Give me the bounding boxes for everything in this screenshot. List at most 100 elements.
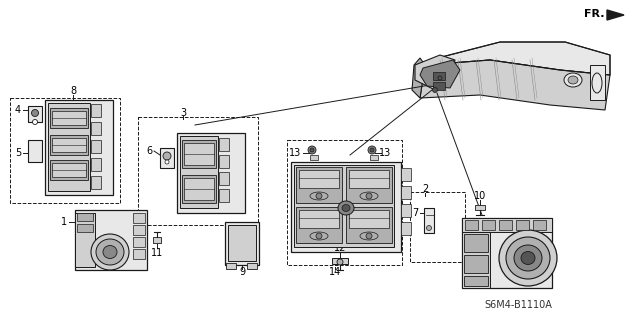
- Ellipse shape: [103, 246, 117, 258]
- Bar: [346, 167, 392, 203]
- Circle shape: [426, 226, 431, 231]
- Ellipse shape: [338, 201, 354, 215]
- Ellipse shape: [499, 230, 557, 286]
- Bar: [219, 172, 229, 185]
- Bar: [75, 213, 95, 267]
- Bar: [462, 218, 552, 288]
- Bar: [401, 168, 411, 181]
- Bar: [10, 98, 120, 203]
- Text: 3: 3: [180, 108, 186, 118]
- Bar: [464, 276, 488, 286]
- Bar: [180, 136, 218, 208]
- Bar: [516, 220, 529, 230]
- Bar: [228, 225, 256, 261]
- Text: 7: 7: [412, 208, 418, 218]
- Bar: [287, 140, 402, 265]
- Polygon shape: [425, 42, 610, 75]
- Circle shape: [366, 193, 372, 199]
- Bar: [433, 82, 445, 90]
- Bar: [133, 213, 145, 223]
- Ellipse shape: [310, 232, 328, 240]
- Bar: [91, 158, 101, 171]
- Bar: [464, 255, 488, 273]
- Polygon shape: [420, 60, 460, 88]
- Bar: [410, 192, 465, 262]
- Bar: [91, 104, 101, 117]
- Polygon shape: [607, 10, 624, 20]
- Ellipse shape: [96, 239, 124, 265]
- Circle shape: [316, 233, 322, 239]
- Bar: [184, 143, 214, 165]
- Text: 13: 13: [289, 148, 301, 158]
- Bar: [219, 138, 229, 151]
- Bar: [52, 138, 86, 152]
- Bar: [291, 162, 401, 252]
- Bar: [77, 213, 93, 221]
- Bar: [219, 155, 229, 168]
- Ellipse shape: [310, 192, 328, 200]
- Bar: [401, 186, 411, 199]
- Circle shape: [433, 87, 438, 93]
- Bar: [133, 237, 145, 247]
- Bar: [219, 189, 229, 202]
- Text: 12: 12: [334, 243, 346, 253]
- Bar: [294, 165, 394, 247]
- Bar: [424, 208, 434, 233]
- Text: 13: 13: [379, 148, 391, 158]
- Bar: [50, 108, 88, 128]
- Circle shape: [366, 233, 372, 239]
- Bar: [475, 205, 485, 210]
- Circle shape: [163, 152, 171, 160]
- Bar: [52, 111, 86, 125]
- Bar: [226, 263, 236, 269]
- Circle shape: [31, 109, 38, 116]
- Ellipse shape: [592, 73, 602, 93]
- Bar: [50, 135, 88, 155]
- Bar: [462, 218, 552, 232]
- Bar: [349, 210, 389, 228]
- Text: 6: 6: [146, 146, 152, 156]
- Text: S6M4-B1110A: S6M4-B1110A: [484, 300, 552, 310]
- Bar: [45, 100, 113, 195]
- Text: 9: 9: [239, 267, 245, 277]
- Polygon shape: [415, 55, 455, 90]
- Text: 4: 4: [15, 105, 21, 115]
- Bar: [138, 117, 258, 225]
- Bar: [349, 170, 389, 188]
- Bar: [533, 220, 546, 230]
- Ellipse shape: [568, 76, 578, 84]
- Bar: [91, 140, 101, 153]
- Bar: [499, 220, 512, 230]
- Ellipse shape: [360, 192, 378, 200]
- Bar: [160, 148, 174, 168]
- Bar: [91, 122, 101, 135]
- Text: FR.: FR.: [584, 9, 604, 19]
- Bar: [182, 140, 216, 168]
- Ellipse shape: [521, 251, 535, 264]
- Bar: [184, 178, 214, 200]
- Text: 5: 5: [15, 148, 21, 158]
- Bar: [77, 224, 93, 232]
- Bar: [464, 234, 488, 252]
- Bar: [590, 65, 605, 100]
- Bar: [225, 222, 259, 265]
- Text: 10: 10: [474, 191, 486, 201]
- Bar: [247, 263, 257, 269]
- Circle shape: [165, 160, 169, 164]
- Bar: [370, 155, 378, 160]
- Polygon shape: [412, 58, 425, 98]
- Bar: [177, 133, 245, 213]
- Circle shape: [33, 120, 38, 124]
- Bar: [332, 258, 348, 264]
- Circle shape: [370, 148, 374, 152]
- Circle shape: [310, 148, 314, 152]
- Bar: [52, 163, 86, 177]
- Bar: [50, 160, 88, 180]
- Bar: [133, 225, 145, 235]
- Text: ▲: ▲: [525, 254, 531, 263]
- Bar: [462, 232, 490, 288]
- Bar: [401, 204, 411, 217]
- Bar: [153, 237, 161, 243]
- Bar: [401, 222, 411, 235]
- Bar: [465, 220, 478, 230]
